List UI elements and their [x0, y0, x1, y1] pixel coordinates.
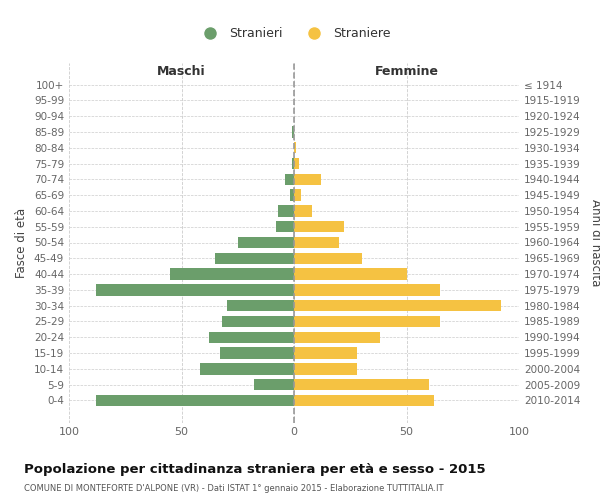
Bar: [294, 348, 357, 359]
Text: Maschi: Maschi: [157, 66, 206, 78]
Bar: [220, 348, 294, 359]
Bar: [294, 332, 380, 343]
Bar: [294, 158, 299, 169]
Bar: [96, 284, 294, 296]
Bar: [294, 205, 312, 216]
Bar: [227, 300, 294, 312]
Bar: [294, 142, 296, 154]
Bar: [294, 268, 407, 280]
Legend: Stranieri, Straniere: Stranieri, Straniere: [193, 22, 395, 45]
Bar: [285, 174, 294, 185]
Bar: [294, 300, 501, 312]
Bar: [294, 221, 343, 232]
Bar: [215, 252, 294, 264]
Bar: [276, 221, 294, 232]
Bar: [278, 205, 294, 216]
Bar: [170, 268, 294, 280]
Text: Popolazione per cittadinanza straniera per età e sesso - 2015: Popolazione per cittadinanza straniera p…: [24, 462, 485, 475]
Y-axis label: Fasce di età: Fasce di età: [16, 208, 28, 278]
Bar: [294, 237, 339, 248]
Bar: [292, 158, 294, 169]
Bar: [294, 252, 361, 264]
Bar: [254, 379, 294, 390]
Bar: [294, 379, 429, 390]
Bar: [294, 190, 301, 201]
Bar: [222, 316, 294, 327]
Bar: [294, 316, 440, 327]
Bar: [199, 363, 294, 374]
Bar: [294, 174, 321, 185]
Text: COMUNE DI MONTEFORTE D'ALPONE (VR) - Dati ISTAT 1° gennaio 2015 - Elaborazione T: COMUNE DI MONTEFORTE D'ALPONE (VR) - Dat…: [24, 484, 443, 493]
Bar: [294, 363, 357, 374]
Text: Femmine: Femmine: [374, 66, 439, 78]
Bar: [238, 237, 294, 248]
Bar: [96, 395, 294, 406]
Bar: [209, 332, 294, 343]
Bar: [290, 190, 294, 201]
Y-axis label: Anni di nascita: Anni di nascita: [589, 199, 600, 286]
Bar: [292, 126, 294, 138]
Bar: [294, 395, 433, 406]
Bar: [294, 284, 440, 296]
